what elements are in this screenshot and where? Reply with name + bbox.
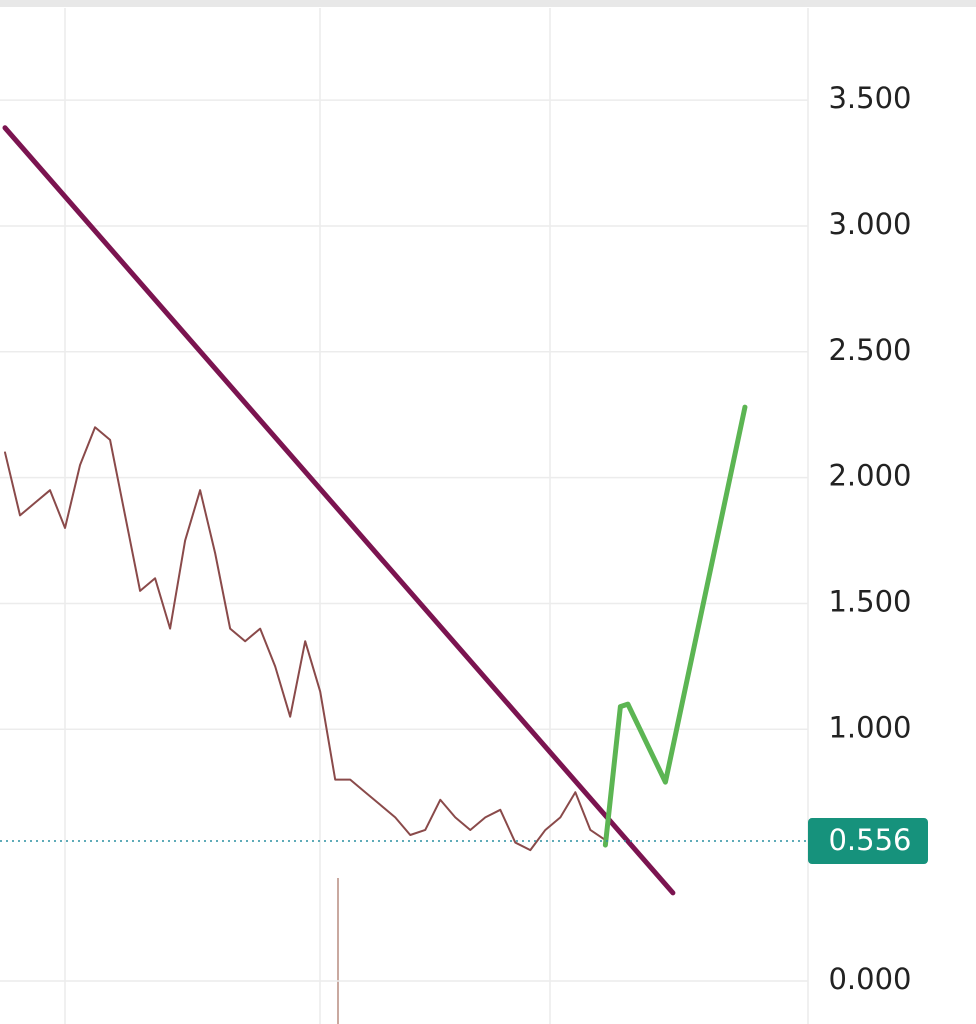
price-label: 0.556 [828,823,911,857]
y-tick-label: 3.000 [828,207,911,241]
y-tick-label: 0.000 [828,962,911,996]
series-line [4,426,607,852]
y-tick-label: 2.500 [828,333,911,367]
y-tick-label: 3.500 [828,81,911,115]
plot: 0.000 1.000 1.500 2.000 2.500 3.000 3.500 [0,81,912,996]
price-badge [808,818,928,865]
top-border [0,0,976,7]
series-line [2,125,676,896]
series-line [602,404,748,848]
y-tick-label: 1.000 [828,710,911,744]
y-tick-label: 1.500 [828,584,911,618]
y-tick-label: 2.000 [828,459,911,493]
